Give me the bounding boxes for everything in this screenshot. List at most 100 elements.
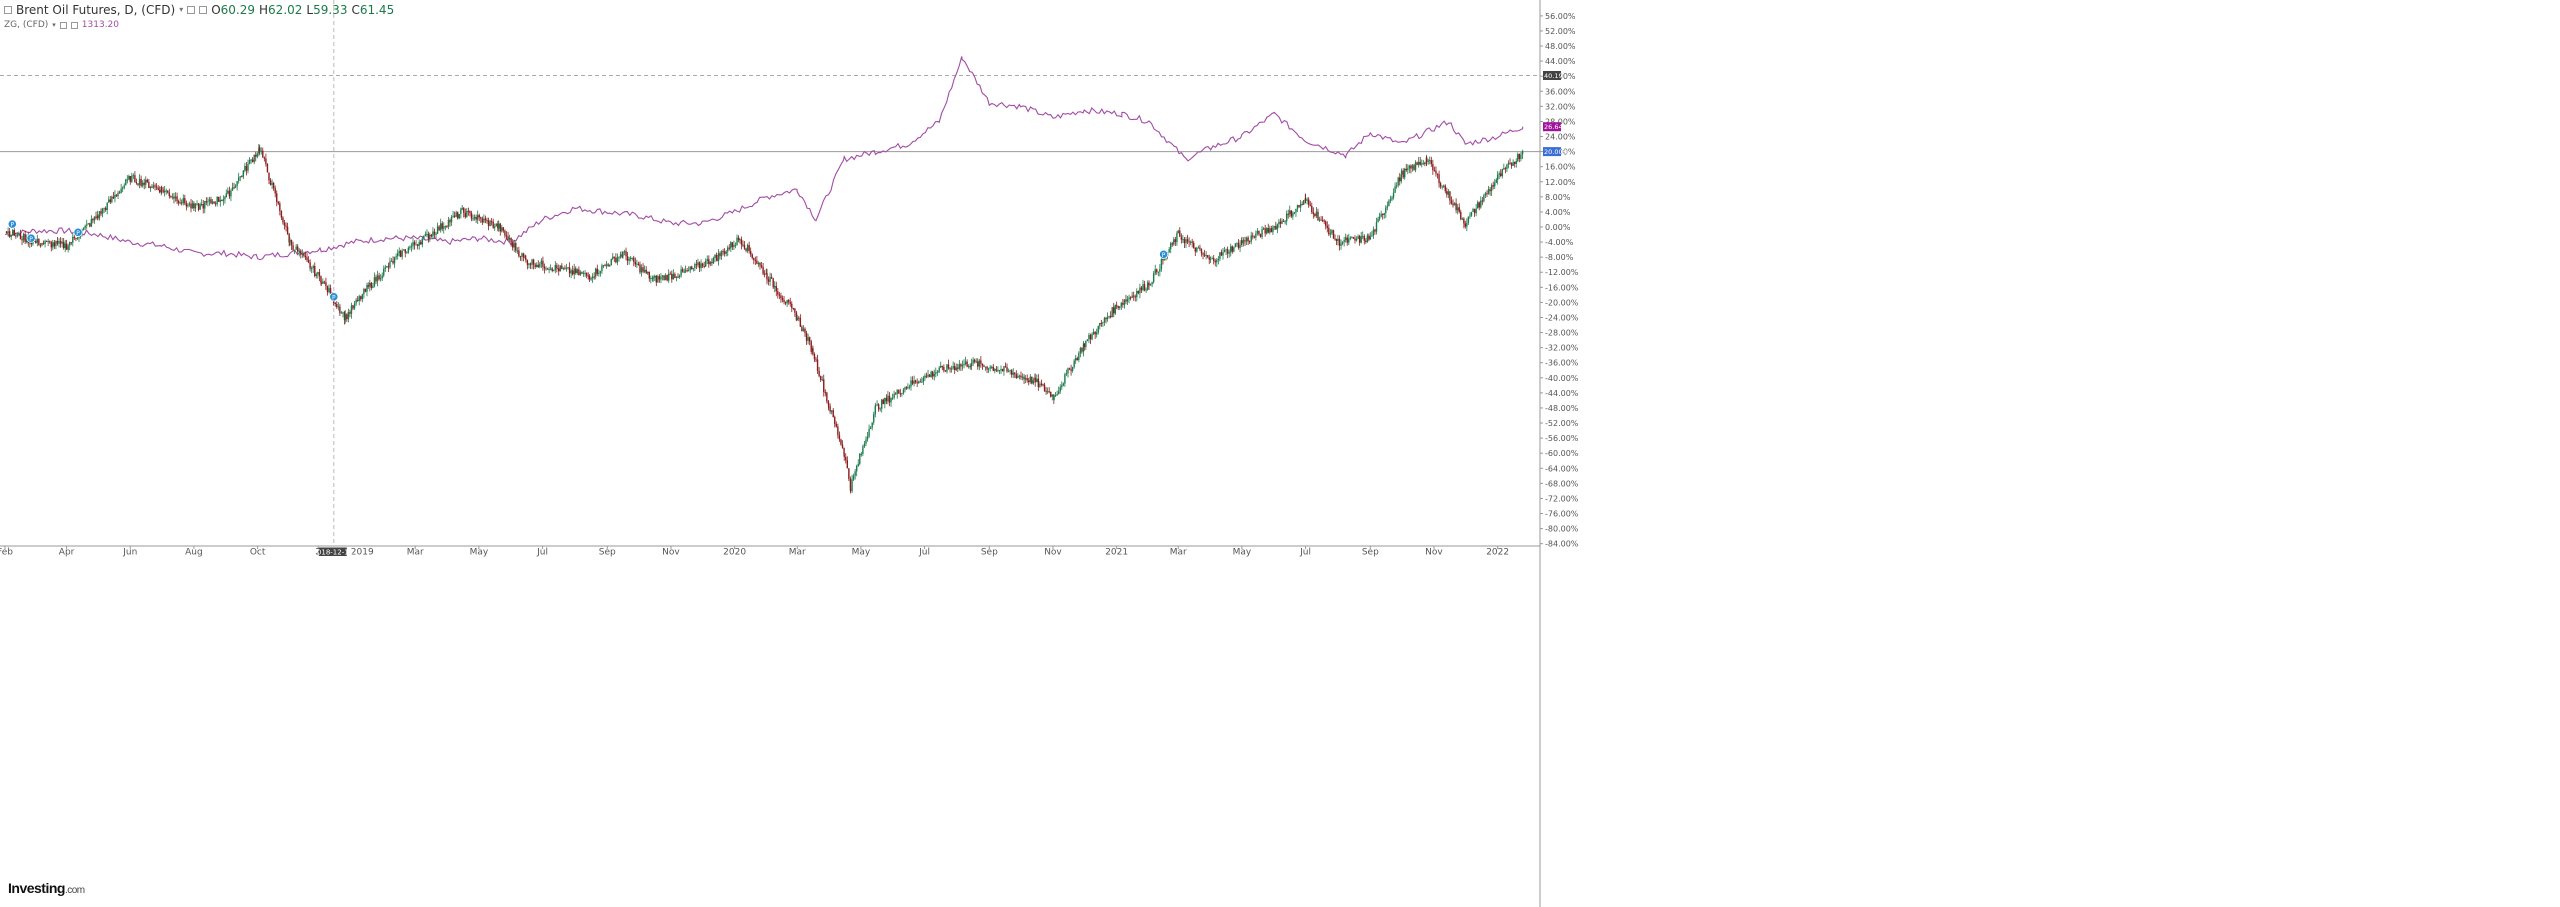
candle-body bbox=[819, 376, 822, 380]
candle-body bbox=[322, 281, 324, 284]
candle-body bbox=[126, 179, 129, 181]
candle-body bbox=[343, 312, 346, 321]
candle-body bbox=[1375, 222, 1378, 232]
event-marker-icon[interactable] bbox=[329, 292, 339, 302]
candle-body bbox=[1194, 247, 1196, 252]
settings-icon[interactable] bbox=[187, 6, 196, 14]
event-marker-label: P bbox=[1162, 252, 1166, 259]
candle-body bbox=[860, 453, 863, 455]
candle-body bbox=[328, 288, 330, 293]
chevron-down-icon[interactable]: ▾ bbox=[179, 5, 184, 14]
candle-body bbox=[928, 374, 931, 378]
candle-body bbox=[104, 208, 107, 210]
candle-body bbox=[196, 203, 198, 205]
candle-body bbox=[1180, 236, 1183, 240]
candle-body bbox=[531, 259, 533, 265]
candle-body bbox=[52, 242, 54, 248]
candle-body bbox=[1490, 185, 1493, 192]
candle-body bbox=[1419, 161, 1421, 165]
chevron-down-icon[interactable]: ▾ bbox=[52, 21, 56, 29]
candle-body bbox=[1177, 230, 1179, 234]
candle-body bbox=[969, 366, 971, 368]
candle-body bbox=[473, 216, 476, 219]
event-marker-icon[interactable] bbox=[7, 219, 17, 229]
candle-body bbox=[1001, 369, 1004, 372]
x-tick-label: 2022 bbox=[1486, 548, 1509, 558]
candle-body bbox=[1435, 170, 1437, 174]
candle-body bbox=[89, 223, 91, 227]
candle-body bbox=[255, 154, 257, 157]
candle-body bbox=[7, 231, 9, 234]
candle-body bbox=[1054, 395, 1057, 397]
candle-body bbox=[1064, 374, 1066, 384]
candle-body bbox=[1051, 394, 1053, 397]
candle-body bbox=[1000, 369, 1002, 371]
candle-body bbox=[1399, 177, 1401, 182]
candle-body bbox=[671, 273, 673, 280]
candle-body bbox=[774, 286, 776, 288]
event-marker-icon[interactable] bbox=[26, 233, 36, 243]
candle-body bbox=[1494, 182, 1496, 187]
candle-body bbox=[1253, 236, 1256, 238]
event-markers[interactable]: P P P P P bbox=[7, 219, 1169, 302]
candle-body bbox=[297, 246, 299, 252]
main-series-title[interactable]: Brent Oil Futures, D, (CFD) bbox=[16, 3, 176, 17]
candle-body bbox=[1371, 235, 1373, 237]
candle-body bbox=[1134, 296, 1136, 298]
event-marker-icon[interactable] bbox=[73, 227, 83, 237]
candle-body bbox=[115, 194, 118, 197]
candle-body bbox=[1119, 306, 1121, 309]
candle-body bbox=[76, 238, 79, 240]
event-marker-icon[interactable] bbox=[1159, 249, 1169, 259]
candle-body bbox=[59, 241, 62, 244]
candle-body bbox=[1383, 213, 1385, 215]
candle-body bbox=[766, 273, 768, 280]
candle-body bbox=[280, 210, 283, 218]
candle-body bbox=[877, 404, 880, 410]
compare-series-line bbox=[4, 56, 1524, 261]
price-axis[interactable]: 56.00%52.00%48.00%44.00%40.00%36.00%32.0… bbox=[1540, 12, 1579, 549]
candle-body bbox=[484, 218, 487, 221]
candle-body bbox=[242, 170, 245, 177]
candle-body bbox=[420, 242, 422, 245]
close-icon[interactable] bbox=[199, 6, 208, 14]
candle-body bbox=[84, 225, 86, 228]
candle-body bbox=[725, 251, 727, 254]
candle-body bbox=[1209, 258, 1212, 260]
candle-body bbox=[621, 254, 623, 257]
candle-body bbox=[1100, 322, 1103, 324]
candle-body bbox=[467, 210, 470, 212]
close-icon[interactable] bbox=[70, 21, 78, 29]
candle-body bbox=[1017, 375, 1019, 378]
settings-icon[interactable] bbox=[59, 21, 67, 29]
candle-body bbox=[792, 307, 795, 309]
candle-body bbox=[1088, 334, 1090, 340]
candle-body bbox=[669, 273, 671, 275]
candle-body bbox=[344, 314, 346, 321]
candle-body bbox=[58, 241, 60, 244]
candle-body bbox=[449, 220, 451, 223]
candle-body bbox=[272, 182, 275, 189]
candle-body bbox=[1360, 236, 1362, 243]
candle-body bbox=[1006, 367, 1008, 372]
candle-body bbox=[1392, 192, 1395, 198]
candle-body bbox=[568, 267, 571, 274]
candle-body bbox=[1216, 259, 1218, 263]
candle-body bbox=[427, 233, 430, 239]
candle-body bbox=[919, 381, 921, 383]
candle-body bbox=[805, 332, 808, 341]
time-axis[interactable]: Feb Apr Jun Aug Oct 2 Mar May Jul Sep Nov 2020 Mar Ma… bbox=[0, 546, 1509, 558]
collapse-icon[interactable] bbox=[4, 6, 12, 14]
candle-body bbox=[626, 256, 629, 261]
compare-series-title[interactable]: ZG, (CFD) bbox=[4, 20, 49, 30]
candle-body bbox=[1407, 168, 1409, 171]
candle-body bbox=[698, 262, 701, 269]
candle-body bbox=[1362, 236, 1364, 238]
candle-body bbox=[138, 178, 141, 185]
candle-body bbox=[248, 159, 251, 164]
candle-body bbox=[194, 203, 197, 209]
candle-body bbox=[179, 202, 181, 204]
candle-body bbox=[435, 233, 437, 235]
candle-body bbox=[1220, 252, 1223, 256]
